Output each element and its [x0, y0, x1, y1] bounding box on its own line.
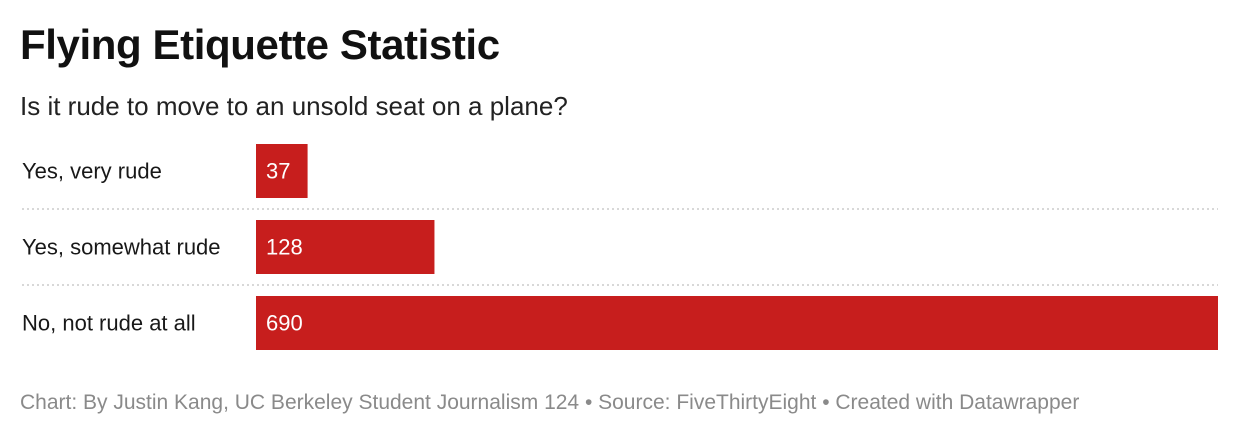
category-label: Yes, somewhat rude [22, 235, 221, 260]
bar-chart: Yes, very rude 37 Yes, somewhat rude 128 No,… [22, 144, 1218, 350]
bar-value-label: 128 [266, 235, 303, 260]
bar [256, 144, 308, 198]
bar [256, 220, 435, 274]
bar-value-label: 37 [266, 159, 290, 184]
chart-footer: Chart: By Justin Kang, UC Berkeley Stude… [20, 391, 1080, 414]
chart-title: Flying Etiquette Statistic [20, 21, 500, 68]
category-label: No, not rude at all [22, 311, 196, 336]
bar-value-label: 690 [266, 311, 303, 336]
chart-subtitle: Is it rude to move to an unsold seat on … [20, 91, 568, 121]
bar [256, 296, 1218, 350]
category-label: Yes, very rude [22, 159, 162, 184]
